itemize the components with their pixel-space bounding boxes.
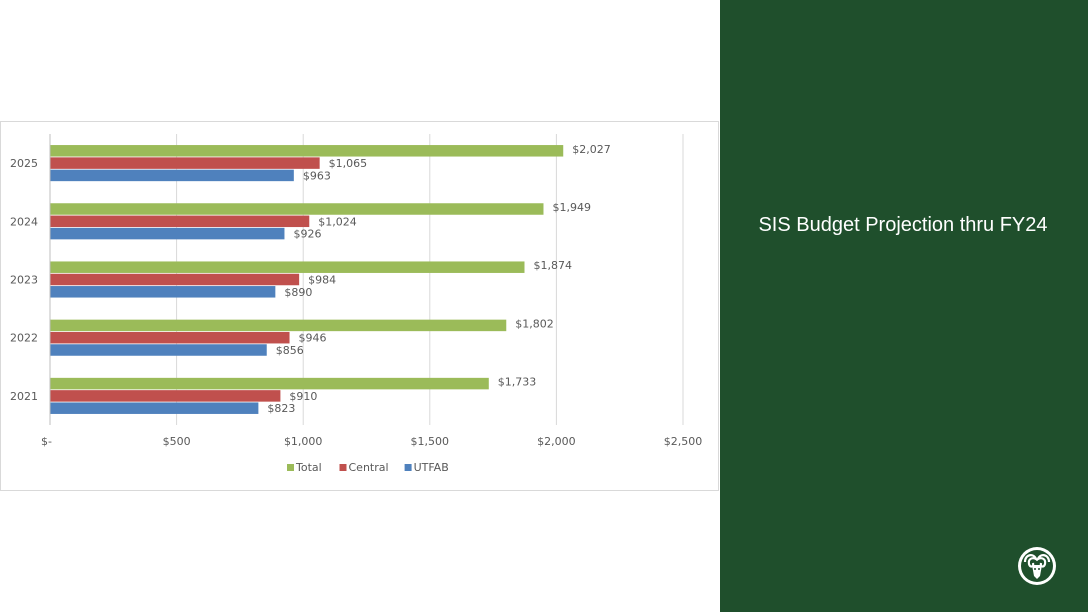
data-label: $890	[284, 286, 312, 299]
data-label: $1,733	[498, 376, 537, 389]
data-label: $1,065	[329, 157, 368, 170]
bar-utfab	[50, 286, 276, 298]
bar-central	[50, 390, 281, 402]
title-panel	[720, 0, 1088, 612]
legend-swatch-total	[287, 464, 294, 471]
bar-total	[50, 261, 525, 273]
legend-label: UTFAB	[414, 461, 449, 474]
y-category-label: 2025	[10, 157, 38, 170]
data-label: $1,874	[533, 259, 572, 272]
legend-label: Central	[349, 461, 389, 474]
chart-frame: $- $500 $1,000 $1,500 $2,000 $2,500 2025 $2,027…	[0, 121, 719, 491]
data-label: $1,802	[515, 317, 554, 330]
bar-total	[50, 377, 489, 390]
bar-utfab	[50, 402, 259, 414]
y-category-label: 2022	[10, 332, 38, 345]
y-category-label: 2021	[10, 390, 38, 403]
bar-central	[50, 273, 300, 286]
data-label: $856	[276, 344, 304, 357]
data-label: $926	[293, 228, 321, 241]
y-category-label: 2024	[10, 215, 38, 228]
bar-central	[50, 331, 290, 344]
x-tick-label: $2,000	[537, 435, 576, 448]
bar-total	[50, 145, 564, 157]
data-label: $823	[267, 402, 295, 415]
y-category-label: 2023	[10, 274, 38, 287]
x-tick-label: $500	[163, 435, 191, 448]
data-label: $910	[289, 390, 317, 403]
data-label: $1,024	[318, 215, 357, 228]
data-label: $946	[299, 332, 327, 345]
legend-swatch-utfab	[404, 464, 412, 471]
x-tick-label: $2,500	[664, 435, 703, 448]
bar-utfab	[50, 227, 285, 240]
legend-label: Total	[295, 461, 322, 474]
bar-utfab	[50, 344, 267, 356]
slide-title: SIS Budget Projection thru FY24	[758, 214, 1048, 236]
data-label: $1,949	[552, 201, 591, 214]
ram-head-logo-icon	[1018, 547, 1056, 585]
data-label: $984	[308, 274, 336, 287]
legend-swatch-central	[339, 464, 347, 471]
bar-central	[50, 215, 310, 228]
budget-bar-chart: $- $500 $1,000 $1,500 $2,000 $2,500 2025 $2,027…	[10, 134, 703, 474]
bar-central	[50, 157, 320, 169]
chart-area: $- $500 $1,000 $1,500 $2,000 $2,500 2025 $2,027…	[0, 121, 719, 491]
bar-total	[50, 203, 544, 215]
x-tick-label: $1,000	[284, 435, 323, 448]
data-label: $963	[303, 169, 331, 182]
x-tick-label: $1,500	[411, 435, 450, 448]
bar-total	[50, 319, 507, 332]
data-label: $2,027	[572, 143, 611, 156]
bar-utfab	[50, 169, 294, 182]
x-tick-label: $-	[41, 435, 52, 448]
